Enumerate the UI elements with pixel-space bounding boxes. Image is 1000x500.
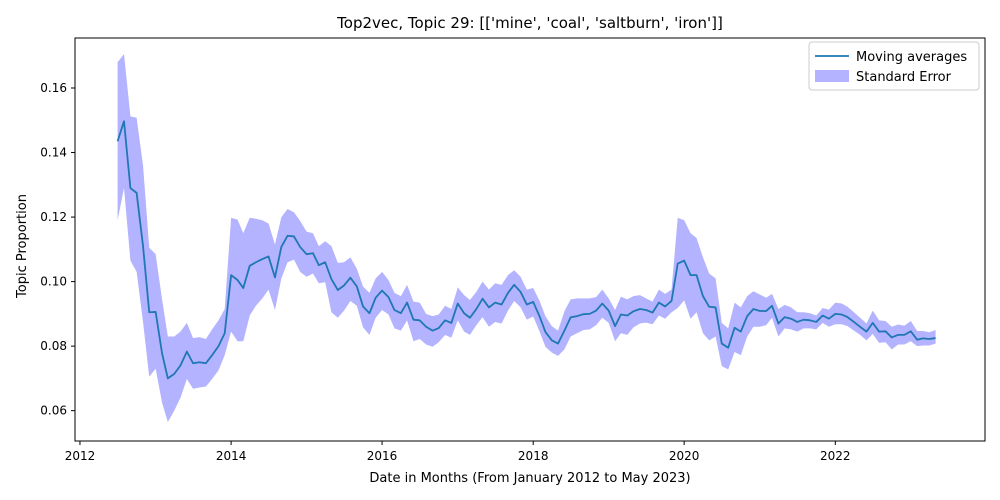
legend: Moving averages Standard Error [808, 41, 980, 91]
x-axis: 2012 2014 2016 2018 2020 2022 [65, 441, 851, 463]
y-axis-label: Topic Proportion [15, 194, 30, 299]
standard-error-band [117, 54, 936, 422]
y-tick-label: 0.16 [40, 81, 67, 95]
y-tick-label: 0.10 [40, 275, 67, 289]
legend-band-swatch [815, 70, 849, 82]
y-tick-label: 0.08 [40, 339, 67, 353]
y-tick-label: 0.14 [40, 146, 67, 160]
y-axis: 0.06 0.08 0.10 0.12 0.14 0.16 [40, 81, 75, 418]
legend-label-standard-error: Standard Error [856, 70, 952, 85]
plot-area [116, 54, 936, 422]
moving-average-line [116, 120, 936, 380]
x-tick-label: 2014 [216, 449, 247, 463]
x-tick-label: 2016 [367, 449, 398, 463]
y-tick-label: 0.12 [40, 210, 67, 224]
plot-frame [74, 37, 986, 442]
x-tick-label: 2022 [820, 449, 851, 463]
x-axis-label: Date in Months (From January 2012 to May… [369, 471, 690, 486]
chart-title: Top2vec, Topic 29: [['mine', 'coal', 'sa… [336, 14, 723, 32]
x-tick-label: 2018 [518, 449, 549, 463]
x-tick-label: 2012 [65, 449, 96, 463]
y-tick-label: 0.06 [40, 404, 67, 418]
legend-frame [808, 41, 980, 91]
x-tick-label: 2020 [669, 449, 700, 463]
legend-label-moving-averages: Moving averages [856, 50, 967, 65]
